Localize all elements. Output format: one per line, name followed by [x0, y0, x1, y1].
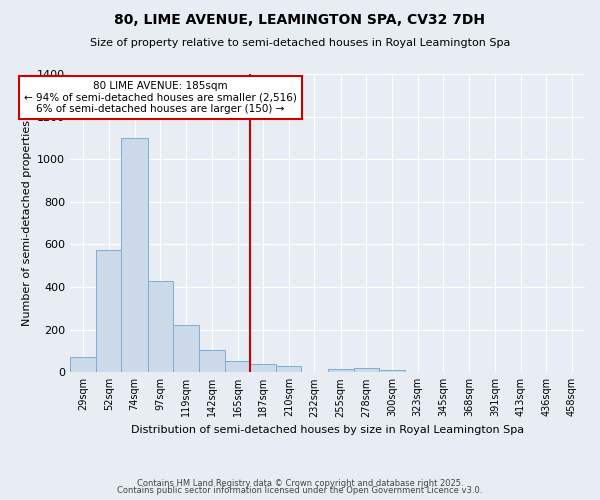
Bar: [148, 280, 173, 372]
Bar: [250, 364, 277, 372]
Bar: [277, 366, 301, 372]
Bar: [173, 326, 199, 372]
Bar: [121, 138, 148, 372]
Text: 80 LIME AVENUE: 185sqm
← 94% of semi-detached houses are smaller (2,516)
6% of s: 80 LIME AVENUE: 185sqm ← 94% of semi-det…: [24, 81, 296, 114]
Bar: [70, 358, 97, 372]
Bar: [379, 370, 405, 372]
Text: Size of property relative to semi-detached houses in Royal Leamington Spa: Size of property relative to semi-detach…: [90, 38, 510, 48]
Text: Contains public sector information licensed under the Open Government Licence v3: Contains public sector information licen…: [118, 486, 482, 495]
X-axis label: Distribution of semi-detached houses by size in Royal Leamington Spa: Distribution of semi-detached houses by …: [131, 425, 524, 435]
Bar: [199, 350, 225, 372]
Y-axis label: Number of semi-detached properties: Number of semi-detached properties: [22, 120, 32, 326]
Text: 80, LIME AVENUE, LEAMINGTON SPA, CV32 7DH: 80, LIME AVENUE, LEAMINGTON SPA, CV32 7D…: [115, 12, 485, 26]
Text: Contains HM Land Registry data © Crown copyright and database right 2025.: Contains HM Land Registry data © Crown c…: [137, 478, 463, 488]
Bar: [225, 360, 250, 372]
Bar: [328, 369, 354, 372]
Bar: [97, 250, 121, 372]
Bar: [354, 368, 379, 372]
